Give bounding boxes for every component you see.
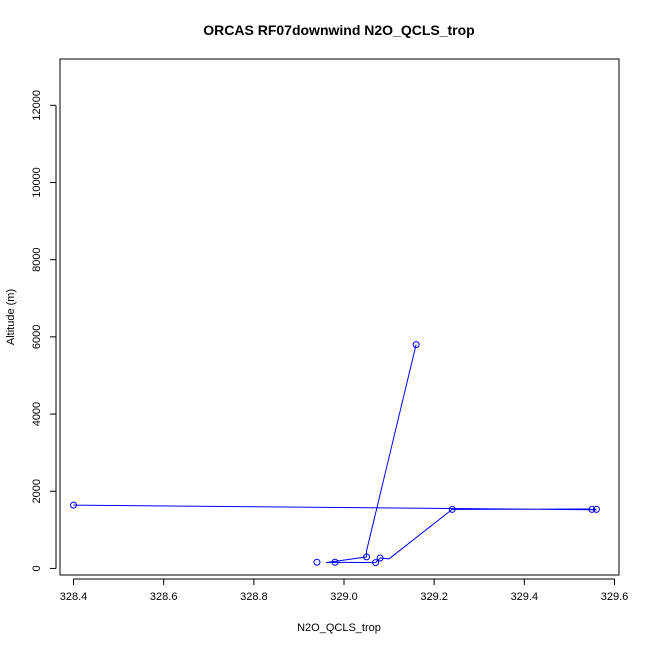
data-point <box>588 505 596 513</box>
y-tick-label: 12000 <box>31 90 43 121</box>
plot-frame <box>59 58 620 576</box>
y-axis: 0 2000 4000 6000 8000 10000 12000 <box>31 90 57 572</box>
data-point <box>592 505 600 513</box>
data-point <box>448 505 456 513</box>
x-tick-label: 329.2 <box>420 591 448 603</box>
y-tick-label: 10000 <box>31 167 43 198</box>
data-point <box>313 558 321 566</box>
chart-title: ORCAS RF07downwind N2O_QCLS_trop <box>203 22 474 38</box>
x-tick-label: 328.6 <box>150 591 178 603</box>
x-tick-label: 329.6 <box>601 591 629 603</box>
y-tick-label: 4000 <box>31 402 43 426</box>
x-axis: 328.4 328.6 328.8 329.0 329.2 329.4 329.6 <box>60 578 629 603</box>
data-point <box>363 553 371 561</box>
y-axis-title: Altitude (m) <box>5 289 17 345</box>
x-tick-label: 328.8 <box>240 591 268 603</box>
series-line <box>73 344 597 564</box>
y-tick-label: 8000 <box>31 247 43 271</box>
y-tick-label: 6000 <box>31 325 43 349</box>
data-point <box>331 558 339 566</box>
series-layer <box>70 341 600 567</box>
y-tick-label: 2000 <box>31 479 43 503</box>
data-point <box>70 501 78 509</box>
data-point <box>412 341 420 349</box>
x-tick-label: 328.4 <box>60 591 88 603</box>
x-axis-title: N2O_QCLS_trop <box>297 622 381 634</box>
data-point <box>372 559 380 567</box>
data-point <box>376 554 384 562</box>
x-tick-label: 329.0 <box>330 591 358 603</box>
y-tick-label: 0 <box>31 565 43 571</box>
x-tick-label: 329.4 <box>511 591 539 603</box>
